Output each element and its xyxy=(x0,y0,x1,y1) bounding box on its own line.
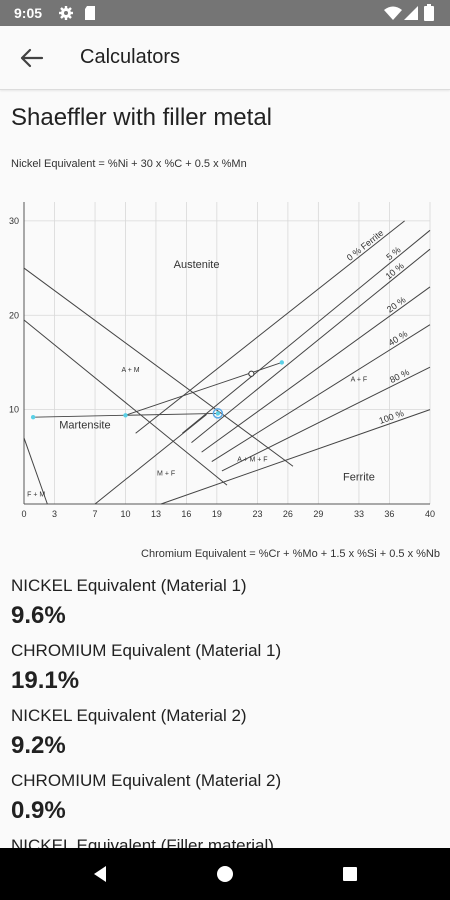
weld-point xyxy=(248,370,255,377)
ferrite-line-label: 5 % xyxy=(384,245,402,263)
result-label-nickel-filler: NICKEL Equivalent (Filler material) xyxy=(11,836,274,848)
result-value-chromium-material-1: 19.1% xyxy=(11,667,80,694)
x-tick-label: 13 xyxy=(151,509,161,519)
ferrite-line xyxy=(191,248,431,444)
x-tick-label: 7 xyxy=(93,509,98,519)
page-heading: Shaeffler with filler metal xyxy=(11,104,272,131)
result-value-nickel-material-1: 9.6% xyxy=(11,602,66,629)
app-bar-title: Calculators xyxy=(80,46,181,68)
navigation-bar xyxy=(0,848,450,900)
y-tick-label: 30 xyxy=(9,216,19,226)
region-label: Austenite xyxy=(174,259,220,271)
x-tick-label: 23 xyxy=(252,509,262,519)
calculator-content[interactable]: Shaeffler with filler metal Nickel Equiv… xyxy=(0,90,450,848)
app-bar: Calculators xyxy=(0,26,450,90)
region-label: M + F xyxy=(157,471,175,478)
result-label-nickel-material-1: NICKEL Equivalent (Material 1) xyxy=(11,576,247,595)
ferrite-line xyxy=(201,286,431,453)
x-tick-label: 29 xyxy=(313,509,323,519)
back-triangle-icon[interactable] xyxy=(88,862,112,886)
region-label: Ferrite xyxy=(343,471,375,483)
home-circle-icon[interactable] xyxy=(213,862,237,886)
region-label: Martensite xyxy=(59,420,110,432)
result-value-nickel-material-2: 9.2% xyxy=(11,732,66,759)
x-tick-label: 16 xyxy=(181,509,191,519)
result-label-chromium-material-2: CHROMIUM Equivalent (Material 2) xyxy=(11,771,282,790)
arrow-back-icon[interactable] xyxy=(16,44,46,72)
result-label-chromium-material-1: CHROMIUM Equivalent (Material 1) xyxy=(11,641,282,660)
recents-square-icon[interactable] xyxy=(338,862,362,886)
ferrite-line xyxy=(211,324,431,462)
cellular-icon xyxy=(404,6,418,20)
ferrite-line xyxy=(135,220,405,434)
x-tick-label: 0 xyxy=(21,509,26,519)
status-time: 9:05 xyxy=(14,5,43,21)
filler-tie-line xyxy=(125,362,282,416)
region-label: A + M xyxy=(122,367,140,374)
martensite-ferrite-boundary xyxy=(94,413,208,505)
dilution-point xyxy=(123,413,128,418)
region-label: F + M xyxy=(27,491,45,498)
result-value-chromium-material-2: 0.9% xyxy=(11,797,66,824)
result-label-nickel-material-2: NICKEL Equivalent (Material 2) xyxy=(11,706,247,725)
ferrite-line xyxy=(182,229,431,434)
region-label: A + M + F xyxy=(237,457,267,464)
filler-metal xyxy=(279,360,285,365)
x-tick-label: 26 xyxy=(283,509,293,519)
ferrite-line xyxy=(160,409,431,505)
y-tick-label: 20 xyxy=(9,310,19,320)
ferrite-line-label: 0 % Ferrite xyxy=(345,228,386,263)
material-mix xyxy=(212,408,224,419)
martensite-boundary xyxy=(23,319,228,486)
x-tick-label: 40 xyxy=(425,509,435,519)
gear-icon xyxy=(59,6,73,20)
x-tick-label: 3 xyxy=(52,509,57,519)
x-tick-label: 10 xyxy=(120,509,130,519)
y-tick-label: 10 xyxy=(9,405,19,415)
status-bar: 9:05 xyxy=(0,0,450,26)
ferrite-line xyxy=(221,366,431,472)
x-tick-label: 36 xyxy=(384,509,394,519)
austenite-boundary xyxy=(23,267,294,467)
nickel-formula: Nickel Equivalent = %Ni + 30 x %C + 0.5 … xyxy=(11,158,247,170)
schaeffler-diagram: 0 3 7 10 13 16 19 23 26 29 33 36 40 10 20 30 0 % Ferrite… xyxy=(9,202,435,519)
x-tick-label: 33 xyxy=(354,509,364,519)
ferrite-martensite-boundary xyxy=(23,437,48,505)
x-tick-label: 19 xyxy=(212,509,222,519)
material-2 xyxy=(30,414,36,420)
wifi-icon xyxy=(384,6,402,20)
region-label: A + F xyxy=(351,376,368,383)
battery-icon xyxy=(424,4,434,21)
material-1 xyxy=(215,411,221,416)
chromium-formula: Chromium Equivalent = %Cr + %Mo + 1.5 x … xyxy=(141,548,440,560)
sd-card-icon xyxy=(85,6,95,20)
